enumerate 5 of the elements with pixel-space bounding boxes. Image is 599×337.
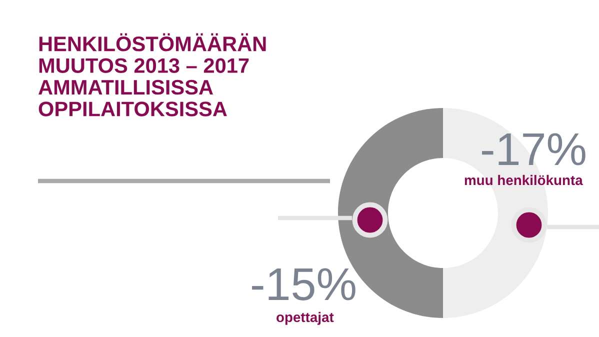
data-label: -17% bbox=[482, 133, 586, 166]
text: HENKILÖSTÖMÄÄRÄN MUUTOS 2013 – 2017 AMMATILLISISSA OPPILAITOKSISSA bbox=[38, 33, 266, 116]
data-label: -15% bbox=[252, 268, 356, 300]
category-label: muu henkilökunta bbox=[464, 174, 583, 186]
category-label: opettajat bbox=[276, 312, 334, 325]
